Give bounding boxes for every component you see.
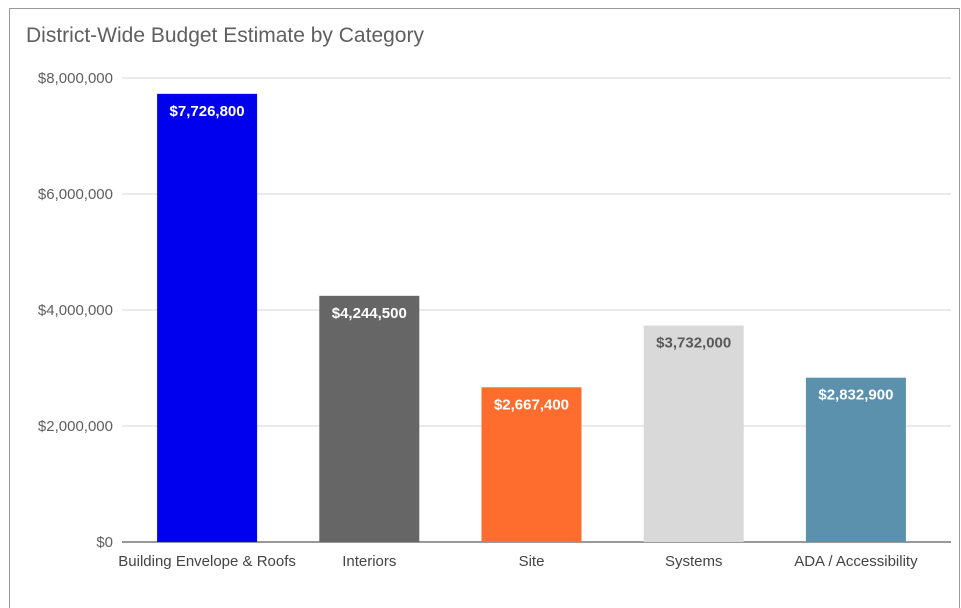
- bars: [157, 93, 906, 543]
- category-label-4: ADA / Accessibility: [794, 553, 918, 570]
- chart-title: District-Wide Budget Estimate by Categor…: [26, 24, 424, 47]
- bar-0: [157, 93, 258, 543]
- category-label-1: Interiors: [342, 553, 396, 570]
- bar-4: [805, 377, 906, 542]
- y-tick-label: $0: [96, 534, 113, 551]
- category-label-0: Building Envelope & Roofs: [118, 553, 296, 570]
- x-axis-categories: Building Envelope & Roofs Interiors Site Sy…: [118, 553, 918, 570]
- y-tick-label: $6,000,000: [38, 186, 113, 203]
- data-label-4: $2,832,900: [818, 387, 893, 404]
- data-labels: $7,726,800 $4,244,500 $2,667,400 $3,732,000…: [170, 103, 894, 413]
- category-label-3: Systems: [665, 553, 723, 570]
- data-label-3: $3,732,000: [656, 335, 731, 352]
- y-tick-label: $2,000,000: [38, 418, 113, 435]
- bar-3: [643, 325, 744, 542]
- y-tick-label: $8,000,000: [38, 70, 113, 87]
- category-label-2: Site: [519, 553, 545, 570]
- data-label-2: $2,667,400: [494, 396, 569, 413]
- bar-2: [481, 387, 582, 542]
- y-axis-ticks: $0 $2,000,000 $4,000,000 $6,000,000 $8,000,0…: [38, 70, 113, 551]
- y-tick-label: $4,000,000: [38, 302, 113, 319]
- data-label-1: $4,244,500: [332, 305, 407, 322]
- bar-1: [319, 295, 420, 542]
- data-label-0: $7,726,800: [170, 103, 245, 120]
